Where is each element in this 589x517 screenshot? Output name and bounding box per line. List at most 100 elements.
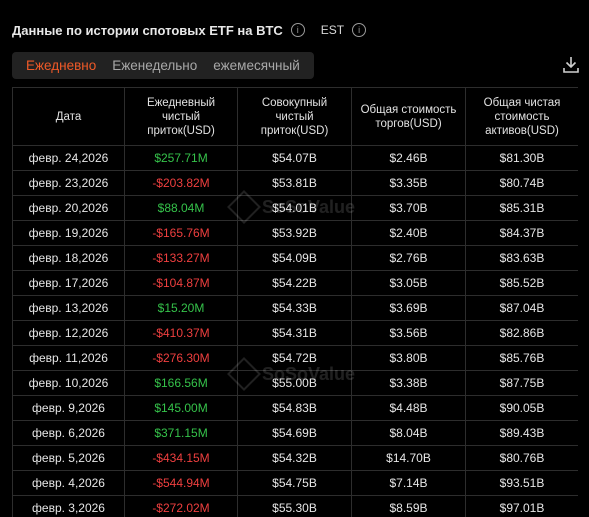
- timezone-label: EST: [321, 23, 344, 37]
- cell-daily-inflow: $371.15M: [125, 421, 238, 446]
- table-row[interactable]: февр. 23,2026-$203.82M$53.81B$3.35B$80.7…: [13, 171, 579, 196]
- cell-net-assets: $80.74B: [466, 171, 579, 196]
- column-header-trading-value[interactable]: Общая стоимость торгов(USD): [352, 88, 466, 146]
- cell-trading-value: $3.38B: [352, 371, 466, 396]
- cell-trading-value: $3.56B: [352, 321, 466, 346]
- table-row[interactable]: февр. 3,2026-$272.02M$55.30B$8.59B$97.01…: [13, 496, 579, 517]
- cell-trading-value: $2.46B: [352, 146, 466, 171]
- column-header-net-assets[interactable]: Общая чистая стоимость активов(USD): [466, 88, 579, 146]
- cell-daily-inflow: -$544.94M: [125, 471, 238, 496]
- table-row[interactable]: февр. 5,2026-$434.15M$54.32B$14.70B$80.7…: [13, 446, 579, 471]
- cell-cumulative-inflow: $54.22B: [238, 271, 352, 296]
- cell-net-assets: $87.04B: [466, 296, 579, 321]
- cell-daily-inflow: -$434.15M: [125, 446, 238, 471]
- cell-trading-value: $8.04B: [352, 421, 466, 446]
- table-row[interactable]: февр. 17,2026-$104.87M$54.22B$3.05B$85.5…: [13, 271, 579, 296]
- page-header: Данные по истории спотовых ETF на BTC i …: [12, 20, 366, 40]
- table-row[interactable]: февр. 24,2026$257.71M$54.07B$2.46B$81.30…: [13, 146, 579, 171]
- cell-daily-inflow: -$276.30M: [125, 346, 238, 371]
- cell-trading-value: $4.48B: [352, 396, 466, 421]
- table-row[interactable]: февр. 11,2026-$276.30M$54.72B$3.80B$85.7…: [13, 346, 579, 371]
- cell-trading-value: $3.70B: [352, 196, 466, 221]
- cell-cumulative-inflow: $54.32B: [238, 446, 352, 471]
- cell-date: февр. 11,2026: [13, 346, 125, 371]
- cell-net-assets: $85.76B: [466, 346, 579, 371]
- cell-cumulative-inflow: $54.07B: [238, 146, 352, 171]
- cell-net-assets: $89.43B: [466, 421, 579, 446]
- etf-history-table-container[interactable]: Дата Ежедневный чистый приток(USD) Совок…: [12, 87, 578, 517]
- cell-daily-inflow: -$272.02M: [125, 496, 238, 517]
- cell-trading-value: $7.14B: [352, 471, 466, 496]
- table-row[interactable]: февр. 9,2026$145.00M$54.83B$4.48B$90.05B: [13, 396, 579, 421]
- table-row[interactable]: февр. 12,2026-$410.37M$54.31B$3.56B$82.8…: [13, 321, 579, 346]
- cell-net-assets: $83.63B: [466, 246, 579, 271]
- table-row[interactable]: февр. 10,2026$166.56M$55.00B$3.38B$87.75…: [13, 371, 579, 396]
- table-row[interactable]: февр. 4,2026-$544.94M$54.75B$7.14B$93.51…: [13, 471, 579, 496]
- tab-daily[interactable]: Ежедневно: [18, 52, 104, 79]
- cell-trading-value: $14.70B: [352, 446, 466, 471]
- cell-trading-value: $2.76B: [352, 246, 466, 271]
- cell-cumulative-inflow: $54.33B: [238, 296, 352, 321]
- column-header-date[interactable]: Дата: [13, 88, 125, 146]
- cell-daily-inflow: $166.56M: [125, 371, 238, 396]
- etf-history-table: Дата Ежедневный чистый приток(USD) Совок…: [12, 87, 578, 517]
- table-body: февр. 24,2026$257.71M$54.07B$2.46B$81.30…: [13, 146, 579, 517]
- cell-cumulative-inflow: $55.00B: [238, 371, 352, 396]
- cell-trading-value: $3.69B: [352, 296, 466, 321]
- cell-daily-inflow: $257.71M: [125, 146, 238, 171]
- cell-net-assets: $84.37B: [466, 221, 579, 246]
- cell-date: февр. 5,2026: [13, 446, 125, 471]
- cell-cumulative-inflow: $53.92B: [238, 221, 352, 246]
- cell-daily-inflow: $88.04M: [125, 196, 238, 221]
- cell-date: февр. 4,2026: [13, 471, 125, 496]
- cell-cumulative-inflow: $53.81B: [238, 171, 352, 196]
- cell-date: февр. 13,2026: [13, 296, 125, 321]
- cell-date: февр. 24,2026: [13, 146, 125, 171]
- cell-cumulative-inflow: $54.83B: [238, 396, 352, 421]
- cell-cumulative-inflow: $54.75B: [238, 471, 352, 496]
- table-row[interactable]: февр. 18,2026-$133.27M$54.09B$2.76B$83.6…: [13, 246, 579, 271]
- cell-cumulative-inflow: $54.09B: [238, 246, 352, 271]
- page-title: Данные по истории спотовых ETF на BTC: [12, 23, 283, 38]
- cell-trading-value: $3.80B: [352, 346, 466, 371]
- cell-date: февр. 9,2026: [13, 396, 125, 421]
- cell-trading-value: $2.40B: [352, 221, 466, 246]
- table-row[interactable]: февр. 19,2026-$165.76M$53.92B$2.40B$84.3…: [13, 221, 579, 246]
- cell-net-assets: $97.01B: [466, 496, 579, 517]
- download-icon[interactable]: [561, 55, 581, 75]
- table-row[interactable]: февр. 6,2026$371.15M$54.69B$8.04B$89.43B: [13, 421, 579, 446]
- cell-net-assets: $82.86B: [466, 321, 579, 346]
- tab-weekly[interactable]: Еженедельно: [104, 52, 205, 79]
- info-icon[interactable]: i: [291, 23, 305, 37]
- cell-date: февр. 12,2026: [13, 321, 125, 346]
- cell-cumulative-inflow: $55.30B: [238, 496, 352, 517]
- table-row[interactable]: февр. 20,2026$88.04M$54.01B$3.70B$85.31B: [13, 196, 579, 221]
- table-header-row: Дата Ежедневный чистый приток(USD) Совок…: [13, 88, 579, 146]
- cell-cumulative-inflow: $54.72B: [238, 346, 352, 371]
- cell-date: февр. 10,2026: [13, 371, 125, 396]
- cell-daily-inflow: -$203.82M: [125, 171, 238, 196]
- period-tabs: Ежедневно Еженедельно ежемесячный: [12, 52, 314, 79]
- cell-net-assets: $90.05B: [466, 396, 579, 421]
- column-header-cumulative-inflow[interactable]: Совокупный чистый приток(USD): [238, 88, 352, 146]
- cell-daily-inflow: $145.00M: [125, 396, 238, 421]
- cell-daily-inflow: -$410.37M: [125, 321, 238, 346]
- cell-trading-value: $3.35B: [352, 171, 466, 196]
- column-header-daily-inflow[interactable]: Ежедневный чистый приток(USD): [125, 88, 238, 146]
- cell-net-assets: $87.75B: [466, 371, 579, 396]
- info-icon[interactable]: i: [352, 23, 366, 37]
- cell-net-assets: $80.76B: [466, 446, 579, 471]
- cell-net-assets: $85.31B: [466, 196, 579, 221]
- cell-cumulative-inflow: $54.69B: [238, 421, 352, 446]
- cell-daily-inflow: -$165.76M: [125, 221, 238, 246]
- table-row[interactable]: февр. 13,2026$15.20M$54.33B$3.69B$87.04B: [13, 296, 579, 321]
- cell-date: февр. 6,2026: [13, 421, 125, 446]
- cell-date: февр. 19,2026: [13, 221, 125, 246]
- tab-monthly[interactable]: ежемесячный: [205, 52, 307, 79]
- cell-cumulative-inflow: $54.31B: [238, 321, 352, 346]
- cell-net-assets: $85.52B: [466, 271, 579, 296]
- cell-net-assets: $93.51B: [466, 471, 579, 496]
- cell-date: февр. 3,2026: [13, 496, 125, 517]
- cell-net-assets: $81.30B: [466, 146, 579, 171]
- cell-cumulative-inflow: $54.01B: [238, 196, 352, 221]
